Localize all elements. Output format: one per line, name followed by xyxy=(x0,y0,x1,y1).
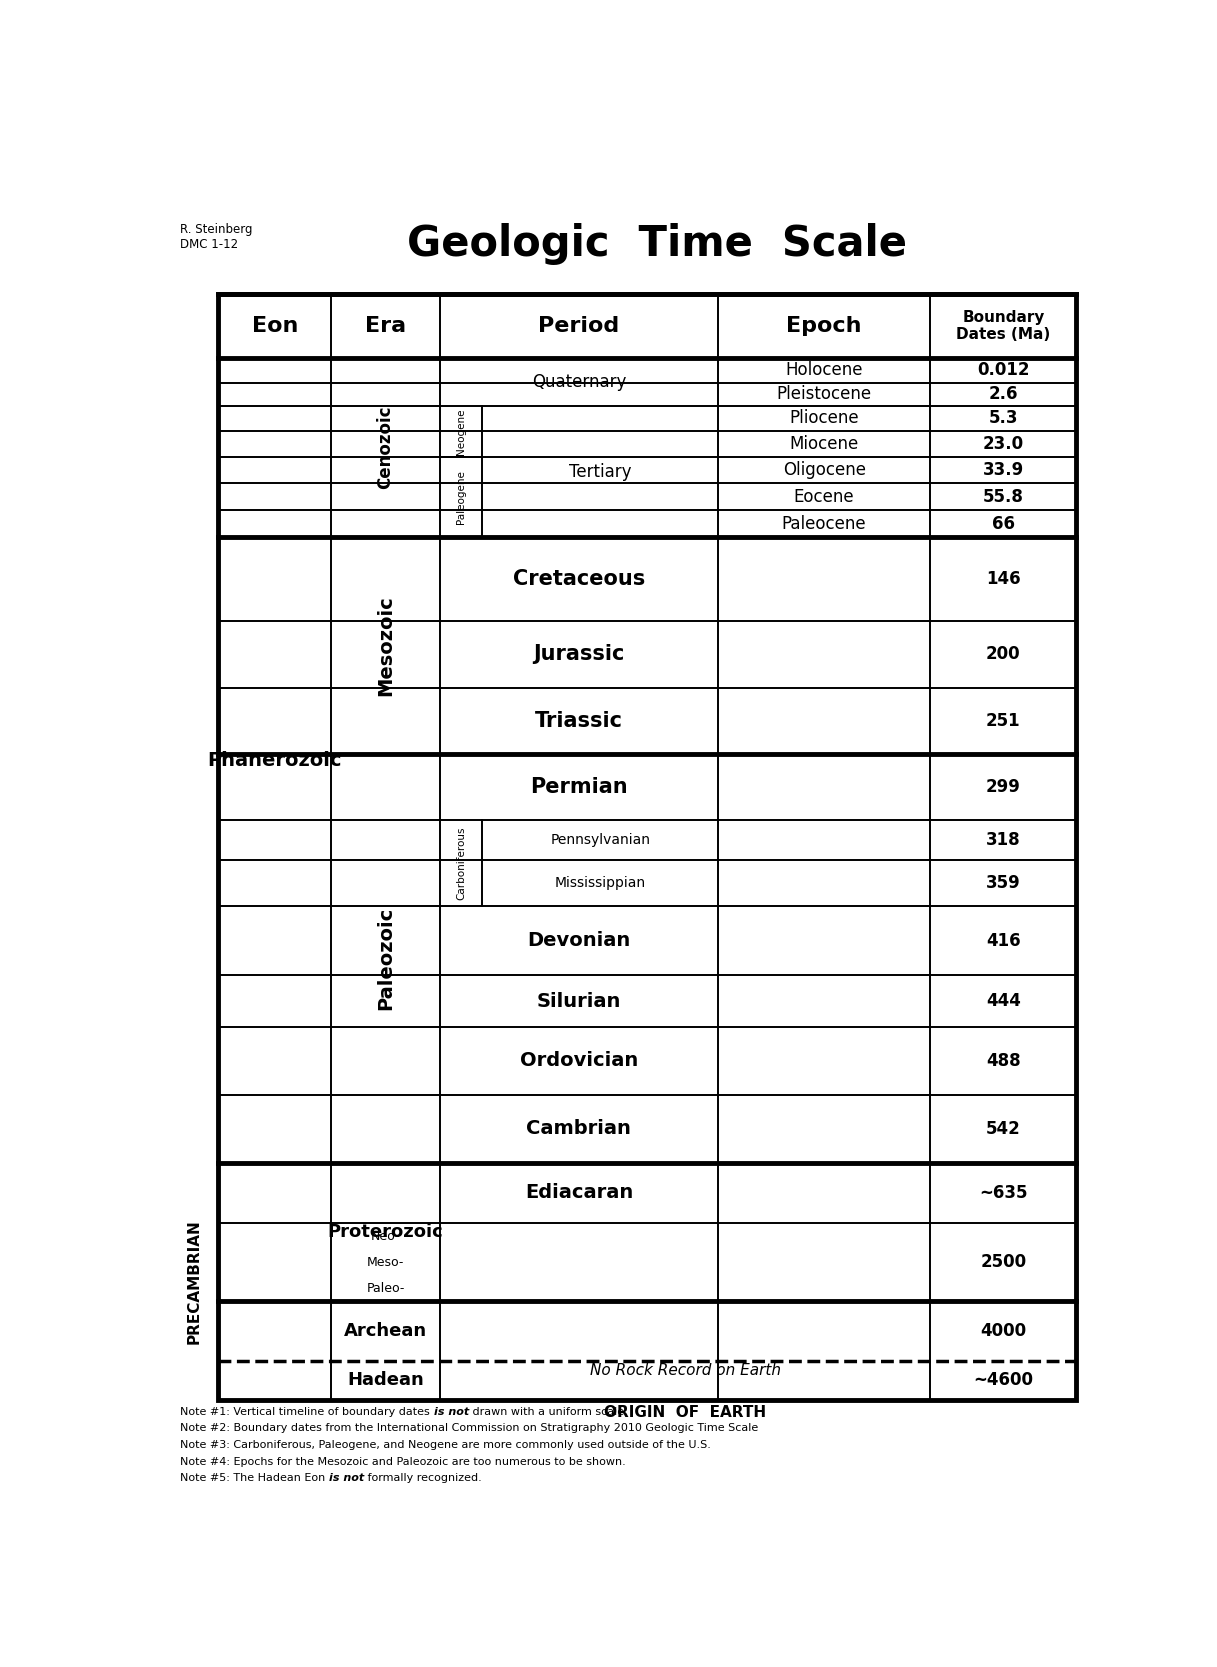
Text: formally recognized.: formally recognized. xyxy=(364,1474,482,1484)
Text: PRECAMBRIAN: PRECAMBRIAN xyxy=(187,1219,202,1344)
Text: Pennsylvanian: Pennsylvanian xyxy=(550,834,650,847)
Text: ~4600: ~4600 xyxy=(974,1372,1033,1389)
Text: Pliocene: Pliocene xyxy=(790,410,859,427)
Text: Jurassic: Jurassic xyxy=(533,645,624,665)
Text: Geologic  Time  Scale: Geologic Time Scale xyxy=(406,223,907,265)
Bar xyxy=(218,293,1076,1400)
Text: Permian: Permian xyxy=(531,777,628,797)
Text: Devonian: Devonian xyxy=(527,932,630,950)
Text: 299: 299 xyxy=(986,778,1021,795)
Text: ORIGIN  OF  EARTH: ORIGIN OF EARTH xyxy=(604,1405,765,1420)
Text: Tertiary: Tertiary xyxy=(568,462,632,480)
Text: Hadean: Hadean xyxy=(347,1372,424,1389)
Text: Neo-: Neo- xyxy=(371,1230,400,1242)
Text: 4000: 4000 xyxy=(980,1322,1026,1340)
Text: 146: 146 xyxy=(986,570,1021,588)
Text: 66: 66 xyxy=(992,515,1015,533)
Text: drawn with a uniform scale.: drawn with a uniform scale. xyxy=(469,1407,628,1417)
Text: Holocene: Holocene xyxy=(785,362,863,380)
Text: Quaternary: Quaternary xyxy=(532,373,626,390)
Text: Miocene: Miocene xyxy=(790,435,859,453)
Text: Oligocene: Oligocene xyxy=(783,462,865,478)
Text: Note #5: The Hadean Eon: Note #5: The Hadean Eon xyxy=(180,1474,329,1484)
Text: 318: 318 xyxy=(986,830,1021,849)
Text: Cretaceous: Cretaceous xyxy=(512,568,645,588)
Text: 0.012: 0.012 xyxy=(977,362,1030,380)
Text: 359: 359 xyxy=(986,874,1021,892)
Text: Cambrian: Cambrian xyxy=(527,1119,632,1139)
Text: Note #3: Carboniferous, Paleogene, and Neogene are more commonly used outside of: Note #3: Carboniferous, Paleogene, and N… xyxy=(180,1440,711,1450)
Text: Boundary
Dates (Ma): Boundary Dates (Ma) xyxy=(957,310,1050,342)
Text: No Rock Record on Earth: No Rock Record on Earth xyxy=(589,1362,780,1377)
Text: Era: Era xyxy=(365,315,406,335)
Text: Paleocene: Paleocene xyxy=(781,515,867,533)
Text: R. Steinberg
DMC 1-12: R. Steinberg DMC 1-12 xyxy=(180,223,253,252)
Text: 2.6: 2.6 xyxy=(988,385,1019,403)
Text: Eocene: Eocene xyxy=(793,487,854,505)
Text: 251: 251 xyxy=(986,712,1021,730)
Text: Silurian: Silurian xyxy=(537,992,621,1010)
Text: 2500: 2500 xyxy=(980,1254,1026,1272)
Text: Mississippian: Mississippian xyxy=(555,877,646,890)
Text: Neogene: Neogene xyxy=(456,408,466,455)
Text: 23.0: 23.0 xyxy=(983,435,1023,453)
Text: Paleozoic: Paleozoic xyxy=(376,907,396,1010)
Text: Note #2: Boundary dates from the International Commission on Stratigraphy 2010 G: Note #2: Boundary dates from the Interna… xyxy=(180,1424,758,1434)
Text: 5.3: 5.3 xyxy=(988,410,1019,427)
Text: 488: 488 xyxy=(986,1052,1021,1070)
Text: Ordovician: Ordovician xyxy=(520,1052,638,1070)
Text: 55.8: 55.8 xyxy=(983,487,1023,505)
Text: Period: Period xyxy=(538,315,619,335)
Text: 200: 200 xyxy=(986,645,1021,663)
Text: Carboniferous: Carboniferous xyxy=(456,827,466,900)
Text: Archean: Archean xyxy=(344,1322,427,1340)
Text: Cenozoic: Cenozoic xyxy=(376,405,394,490)
Text: Note #4: Epochs for the Mesozoic and Paleozoic are too numerous to be shown.: Note #4: Epochs for the Mesozoic and Pal… xyxy=(180,1457,627,1467)
Text: Phanerozoic: Phanerozoic xyxy=(207,750,342,770)
Text: Ediacaran: Ediacaran xyxy=(525,1184,633,1202)
Text: Mesozoic: Mesozoic xyxy=(376,595,396,695)
Text: 444: 444 xyxy=(986,992,1021,1010)
Text: Triassic: Triassic xyxy=(535,712,623,732)
Text: Meso-: Meso- xyxy=(366,1255,404,1269)
Text: Proterozoic: Proterozoic xyxy=(327,1224,443,1240)
Text: 542: 542 xyxy=(986,1120,1021,1137)
Text: Pleistocene: Pleistocene xyxy=(776,385,871,403)
Text: is not: is not xyxy=(329,1474,364,1484)
Text: Paleogene: Paleogene xyxy=(456,470,466,523)
Text: 416: 416 xyxy=(986,932,1021,950)
Text: Note #1: Vertical timeline of boundary dates: Note #1: Vertical timeline of boundary d… xyxy=(180,1407,433,1417)
Text: is not: is not xyxy=(433,1407,469,1417)
Text: 33.9: 33.9 xyxy=(982,462,1023,478)
Text: Eon: Eon xyxy=(252,315,298,335)
Text: ~635: ~635 xyxy=(980,1184,1027,1202)
Text: Paleo-: Paleo- xyxy=(366,1282,405,1295)
Text: Epoch: Epoch xyxy=(786,315,862,335)
